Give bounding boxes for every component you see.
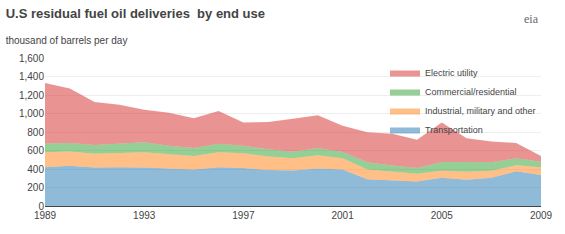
svg-text:U.S residual fuel oil deliveri: U.S residual fuel oil deliveries by end …	[6, 6, 265, 21]
svg-text:600: 600	[27, 145, 44, 156]
svg-text:Transportation: Transportation	[425, 125, 483, 135]
svg-text:Commercial/residential: Commercial/residential	[425, 87, 517, 97]
svg-text:0: 0	[38, 201, 44, 212]
svg-text:200: 200	[27, 182, 44, 193]
svg-text:1,600: 1,600	[19, 53, 44, 64]
svg-text:Industrial, military and other: Industrial, military and other	[425, 106, 536, 116]
svg-text:1,000: 1,000	[19, 108, 44, 119]
svg-text:1993: 1993	[133, 210, 156, 221]
svg-text:1997: 1997	[232, 210, 255, 221]
svg-text:1,400: 1,400	[19, 71, 44, 82]
svg-text:2005: 2005	[431, 210, 454, 221]
svg-text:2001: 2001	[331, 210, 354, 221]
svg-text:800: 800	[27, 127, 44, 138]
svg-text:400: 400	[27, 164, 44, 175]
svg-text:thousand of barrels per day: thousand of barrels per day	[6, 35, 128, 46]
svg-text:1989: 1989	[34, 210, 57, 221]
svg-text:2009: 2009	[530, 210, 553, 221]
svg-text:Electric utility: Electric utility	[425, 68, 478, 78]
svg-text:1,200: 1,200	[19, 90, 44, 101]
svg-text:eia: eia	[524, 12, 539, 26]
